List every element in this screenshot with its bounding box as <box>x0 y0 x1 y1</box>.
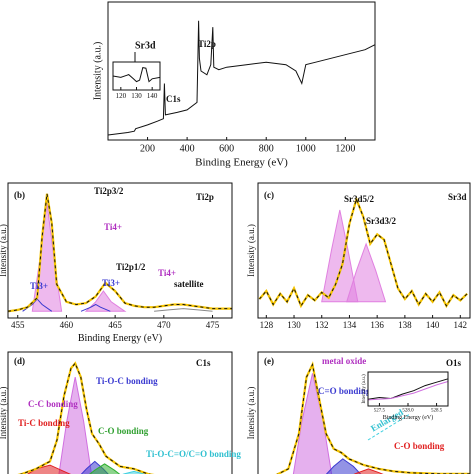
component-area <box>346 242 387 303</box>
component-area <box>122 470 146 474</box>
annotation: C1s <box>166 94 181 104</box>
annotation: Ti3+ <box>102 278 120 288</box>
y-axis-label: Intensity (a.u.) <box>92 42 103 101</box>
component-area <box>89 463 121 474</box>
component-area <box>58 377 92 474</box>
annotation: Ti-O-C bonding <box>96 376 158 386</box>
x-tick-label: 136 <box>370 320 384 330</box>
component-area <box>325 458 362 474</box>
x-tick-label: 460 <box>60 320 74 330</box>
fit-envelope <box>19 362 152 474</box>
annotation: C-C bonding <box>28 399 78 409</box>
annotation: Ti2p1/2 <box>116 262 146 272</box>
plot-frame <box>7 182 233 319</box>
x-axis-label: Binding Energy (eV) <box>383 414 434 421</box>
annotation: Ti3+ <box>30 281 48 291</box>
annotation: Ti4+ <box>158 268 176 278</box>
y-axis-label: Intensity (a.u.) <box>0 387 8 440</box>
x-tick-label: 528.0 <box>402 409 414 414</box>
annotation: Ti2p <box>198 39 216 49</box>
x-tick-label: 800 <box>259 143 274 154</box>
x-tick-label: 455 <box>11 320 25 330</box>
y-axis-label: Intensity (a.u.) <box>246 387 256 440</box>
x-tick-label: 134 <box>343 320 357 330</box>
x-tick-label: 1200 <box>335 143 355 154</box>
x-tick-label: 527.5 <box>374 409 386 414</box>
x-axis-label: Binding Energy (eV) <box>78 333 162 344</box>
annotation: Ti2p3/2 <box>94 186 124 196</box>
y-axis-label: Intensity (a.u.) <box>0 224 8 277</box>
spectrum <box>154 308 213 312</box>
x-tick-label: 400 <box>180 143 195 154</box>
y-axis-label: Intensity (a.u.) <box>246 224 256 277</box>
annotation: C=O bonding <box>318 386 371 396</box>
annotation: Sr3d <box>135 40 156 51</box>
x-tick-label: 140 <box>147 92 158 100</box>
annotation: Sr3d3/2 <box>366 216 397 226</box>
annotation: (d) <box>14 356 25 366</box>
annotation: Ti2p <box>196 192 214 202</box>
x-tick-label: 142 <box>454 320 468 330</box>
annotation: (c) <box>264 190 274 200</box>
annotation: Ti-C bonding <box>18 418 70 428</box>
x-tick-label: 130 <box>287 320 301 330</box>
inset-bg <box>113 62 160 90</box>
annotation: satellite <box>174 279 204 289</box>
annotation: O1s <box>446 358 462 368</box>
x-tick-label: 470 <box>157 320 171 330</box>
fit-envelope <box>259 197 468 307</box>
x-tick-label: 465 <box>108 320 122 330</box>
x-tick-label: 132 <box>315 320 329 330</box>
plot-frame <box>7 351 233 474</box>
spectrum <box>367 378 449 400</box>
annotation: Ti4+ <box>104 222 122 232</box>
annotation: Sr3d5/2 <box>344 194 375 204</box>
plot-frame <box>107 1 376 141</box>
annotation: C1s <box>196 358 211 368</box>
x-tick-label: 200 <box>140 143 155 154</box>
fit-envelope <box>7 193 232 312</box>
spectrum <box>107 20 376 136</box>
annotation: C-O bonding <box>394 441 445 451</box>
x-tick-label: 128 <box>260 320 274 330</box>
x-tick-label: 130 <box>131 92 142 100</box>
annotation: (e) <box>264 356 274 366</box>
x-tick-label: 475 <box>206 320 220 330</box>
inset-bg <box>368 372 448 406</box>
x-tick-label: 1000 <box>296 143 316 154</box>
annotation: metal oxide <box>322 356 366 366</box>
plot-frame <box>257 182 471 319</box>
x-tick-label: 120 <box>116 92 127 100</box>
x-axis-label: Binding Energy (eV) <box>195 157 288 169</box>
x-tick-label: 140 <box>426 320 440 330</box>
spectrum <box>80 303 111 312</box>
x-tick-label: 600 <box>219 143 234 154</box>
x-tick-label: 138 <box>398 320 412 330</box>
annotation: (b) <box>14 190 25 200</box>
annotation: C-O bonding <box>98 426 149 436</box>
spectrum <box>112 67 161 83</box>
component-area <box>84 290 127 312</box>
x-tick-label: 528.5 <box>431 409 443 414</box>
plot-frame <box>257 351 471 474</box>
annotation: Ti-O-C=O/C=O bonding <box>146 449 241 459</box>
enlarge-arrow <box>367 413 411 441</box>
spectrum <box>367 381 449 401</box>
y-axis-label: Intensity (a.u.) <box>362 374 367 404</box>
component-area <box>31 203 63 312</box>
fit-envelope <box>276 363 470 474</box>
annotation: Sr3d <box>448 192 467 202</box>
